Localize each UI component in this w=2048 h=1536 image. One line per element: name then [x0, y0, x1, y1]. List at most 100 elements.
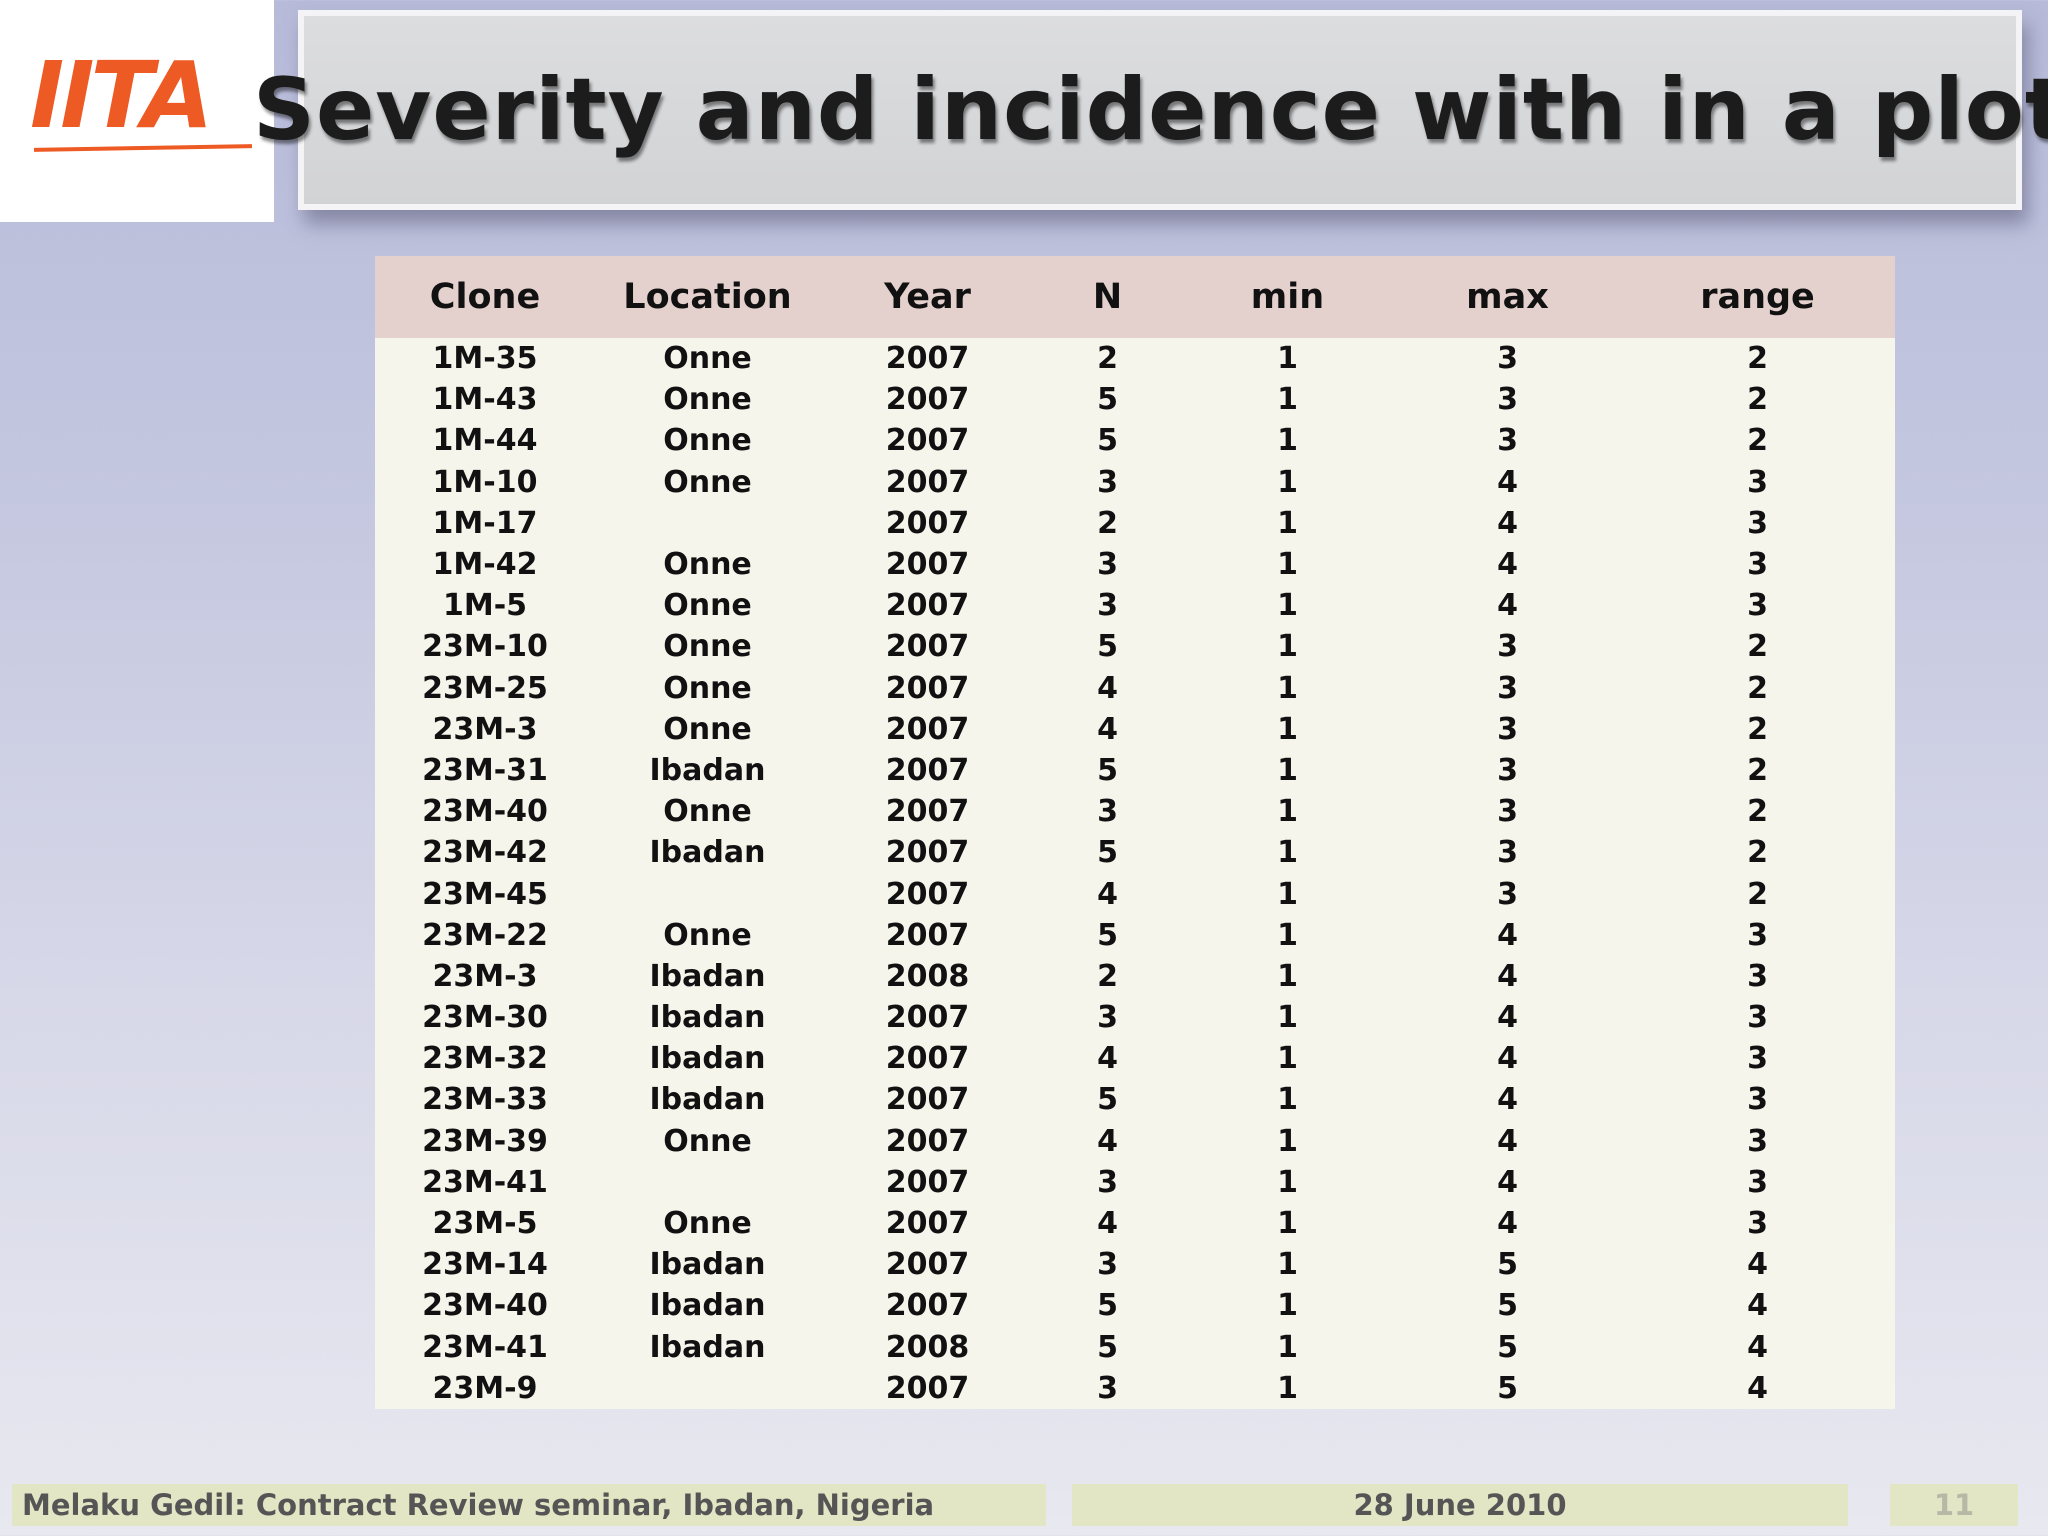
table-cell: 4	[1097, 1041, 1118, 1077]
table-cell: 1M-42	[432, 547, 538, 583]
table-cell: 4	[1497, 547, 1518, 583]
table-cell: 4	[1497, 1082, 1518, 1118]
table-cell: 3	[1097, 588, 1118, 624]
table-cell: 2007	[885, 876, 970, 912]
table-cell: 1	[1277, 505, 1298, 541]
table-cell: 4	[1497, 1041, 1518, 1077]
table-cell: 3	[1097, 464, 1118, 500]
table-cell: 4	[1097, 670, 1118, 706]
table-cell: 4	[1497, 917, 1518, 953]
table-cell: 3	[1747, 1082, 1768, 1118]
table-cell: 1	[1277, 835, 1298, 871]
table-cell: 5	[1097, 1288, 1118, 1324]
table-cell: Ibadan	[649, 1041, 766, 1077]
table-cell: 2007	[885, 835, 970, 871]
table-cell: 5	[1097, 917, 1118, 953]
table-cell: 3	[1747, 958, 1768, 994]
table-cell: 3	[1747, 588, 1768, 624]
table-cell: 4	[1497, 1206, 1518, 1242]
table-cell: 4	[1497, 464, 1518, 500]
table-cell: 23M-31	[422, 752, 548, 788]
table-cell: 2007	[885, 341, 970, 377]
table-cell: Ibadan	[649, 1247, 766, 1283]
table-body: 1M-35 Onne 2007 2 1 3 2 1M-43 Onne 2007 5 1 3 2 1M-44 O…	[375, 338, 1895, 1409]
table-cell: 2007	[885, 547, 970, 583]
table-cell: 1	[1277, 1206, 1298, 1242]
table-cell: 1	[1277, 670, 1298, 706]
table-cell: 23M-25	[422, 670, 548, 706]
column-header: Clone	[429, 277, 541, 317]
table-cell: 5	[1097, 629, 1118, 665]
table-row: 23M-10 Onne 2007 5 1 3 2	[375, 626, 1895, 667]
table-cell: 2	[1747, 341, 1768, 377]
table-cell: 2	[1747, 629, 1768, 665]
table-cell: 1	[1277, 1370, 1298, 1406]
table-cell: 2	[1747, 752, 1768, 788]
table-cell: 2007	[885, 711, 970, 747]
column-header: max	[1466, 277, 1549, 317]
table-cell: 4	[1097, 711, 1118, 747]
table-cell: 1M-44	[432, 423, 538, 459]
table-cell: 23M-39	[422, 1123, 548, 1159]
table-cell: 2007	[885, 1247, 970, 1283]
table-cell: 23M-14	[422, 1247, 548, 1283]
table-cell: 23M-45	[422, 876, 548, 912]
table-cell: 2007	[885, 752, 970, 788]
table-cell: Ibadan	[649, 958, 766, 994]
table-cell: 2007	[885, 1164, 970, 1200]
table-row: 23M-41 Ibadan 2008 5 1 5 4	[375, 1327, 1895, 1368]
table-cell: 2007	[885, 1082, 970, 1118]
table-cell: 23M-10	[422, 629, 548, 665]
table-cell: 2	[1097, 341, 1118, 377]
table-cell: 1	[1277, 1123, 1298, 1159]
table-row: 23M-31 Ibadan 2007 5 1 3 2	[375, 750, 1895, 791]
table-cell: 5	[1497, 1370, 1518, 1406]
table-cell: 1	[1277, 341, 1298, 377]
table-cell: 23M-9	[432, 1370, 538, 1406]
table-cell: 3	[1747, 1164, 1768, 1200]
table-row: 1M-35 Onne 2007 2 1 3 2	[375, 338, 1895, 379]
table-cell: 1	[1277, 1247, 1298, 1283]
table-cell: 3	[1747, 1000, 1768, 1036]
table-cell: 2007	[885, 505, 970, 541]
table-cell: Onne	[663, 794, 752, 830]
table-cell: 3	[1747, 917, 1768, 953]
table-cell: 1M-5	[442, 588, 528, 624]
table-row: 1M-5 Onne 2007 3 1 4 3	[375, 585, 1895, 626]
table-cell: Onne	[663, 670, 752, 706]
table-cell: 2	[1747, 670, 1768, 706]
table-cell: 2007	[885, 423, 970, 459]
table-cell: 23M-41	[422, 1329, 548, 1365]
table-row: 23M-33 Ibadan 2007 5 1 4 3	[375, 1079, 1895, 1120]
table-row: 23M-9 2007 3 1 5 4	[375, 1368, 1895, 1409]
table-cell: 1	[1277, 876, 1298, 912]
table-cell: 1	[1277, 464, 1298, 500]
table-cell: 2007	[885, 670, 970, 706]
table-cell: 3	[1497, 629, 1518, 665]
table-cell: 1	[1277, 382, 1298, 418]
table-cell: Onne	[663, 547, 752, 583]
table-cell: Onne	[663, 464, 752, 500]
table-cell: 2	[1097, 958, 1118, 994]
table-cell: 2	[1097, 505, 1118, 541]
table-cell: 4	[1097, 876, 1118, 912]
table-cell: 5	[1097, 752, 1118, 788]
table-row: 23M-14 Ibadan 2007 3 1 5 4	[375, 1244, 1895, 1285]
table-cell: 1	[1277, 1329, 1298, 1365]
table-cell: 1M-35	[432, 341, 538, 377]
table-cell: 3	[1497, 341, 1518, 377]
table-cell: 4	[1497, 505, 1518, 541]
table-cell: 2007	[885, 1000, 970, 1036]
table-row: 23M-22 Onne 2007 5 1 4 3	[375, 915, 1895, 956]
table-cell: 3	[1747, 1041, 1768, 1077]
table-cell: 2007	[885, 794, 970, 830]
table-cell: 1M-43	[432, 382, 538, 418]
table-cell: Onne	[663, 629, 752, 665]
table-cell: Onne	[663, 917, 752, 953]
table-cell: Ibadan	[649, 835, 766, 871]
table-row: 23M-41 2007 3 1 4 3	[375, 1162, 1895, 1203]
table-cell: 1	[1277, 1082, 1298, 1118]
table-cell: 2008	[885, 958, 970, 994]
